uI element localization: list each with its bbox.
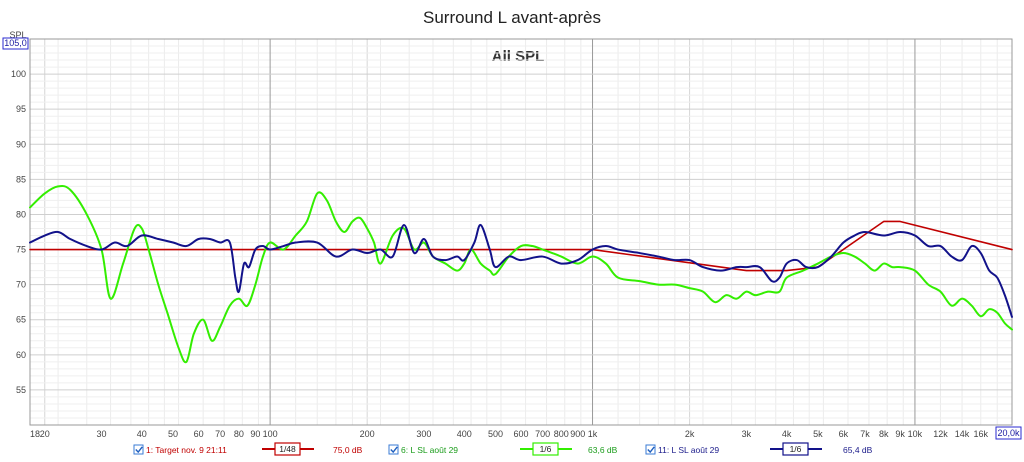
- chart-subtitle: All SPL: [492, 48, 545, 65]
- legend-smoothing-label: 1/6: [540, 444, 552, 454]
- x-tick-label: 30: [97, 429, 107, 439]
- y-tick-label: 80: [16, 209, 26, 219]
- x-tick-label: 4k: [782, 429, 792, 439]
- minor-grid: [29, 39, 1013, 425]
- x-tick-label: 10k: [908, 429, 923, 439]
- x-tick-label: 300: [416, 429, 431, 439]
- legend: 1: Target nov. 9 21:11 1/48 75,0 dB 6: L SL…: [133, 442, 873, 456]
- x-tick-label: 7k: [860, 429, 870, 439]
- y-tick-label: 90: [16, 139, 26, 149]
- legend-series-name: 6: L SL août 29: [401, 445, 458, 455]
- x-tick-label: 70: [215, 429, 225, 439]
- y-tick-label: 85: [16, 174, 26, 184]
- legend-smoothing-box: [782, 442, 809, 456]
- x-tick-label: 100: [263, 429, 278, 439]
- y-tick-label: 60: [16, 350, 26, 360]
- x-tick-label: 14k: [955, 429, 970, 439]
- x-tick-label: 16k: [973, 429, 988, 439]
- legend-level: 63,6 dB: [588, 445, 618, 455]
- legend-smoothing-box: [274, 442, 301, 456]
- legend-check-icon: [390, 446, 398, 454]
- x-tick-label: 2k: [685, 429, 695, 439]
- x-tick-label: 60: [194, 429, 204, 439]
- x-tick-label: 200: [360, 429, 375, 439]
- x-tick-label: 900: [570, 429, 585, 439]
- x-tick-label: 50: [168, 429, 178, 439]
- y-tick-labels: 55 60 65 70 75 80 85 90 95 100: [11, 69, 26, 395]
- x-end-box-frame: [995, 426, 1022, 440]
- legend-series-name: 11: L SL août 29: [658, 445, 719, 455]
- series-group: [29, 185, 1013, 364]
- x-end-box[interactable]: 20,0k: [995, 426, 1022, 440]
- x-tick-label: 6k: [839, 429, 849, 439]
- chart-title: Surround L avant-après: [423, 8, 601, 27]
- x-tick-label: 8k: [879, 429, 889, 439]
- series-line-2: [29, 185, 1013, 364]
- legend-series-name: 1: Target nov. 9 21:11: [146, 445, 227, 455]
- x-tick-label: 700: [535, 429, 550, 439]
- y-top-value: 105,0: [4, 38, 27, 48]
- x-tick-labels: 18 20 30 40 50 60 70 80 90 100 200 300 400 500 600 700 8…: [30, 429, 989, 439]
- y-tick-label: 95: [16, 104, 26, 114]
- legend-checkbox: [645, 444, 656, 455]
- y-tick-label: 70: [16, 280, 26, 290]
- legend-level: 75,0 dB: [333, 445, 363, 455]
- x-tick-label: 400: [457, 429, 472, 439]
- x-tick-label: 9k: [895, 429, 905, 439]
- legend-smoothing-box: [532, 442, 559, 456]
- legend-checkbox: [388, 444, 399, 455]
- x-tick-label: 600: [513, 429, 528, 439]
- y-tick-label: 55: [16, 385, 26, 395]
- x-end-value: 20,0k: [997, 428, 1020, 438]
- legend-level: 65,4 dB: [843, 445, 873, 455]
- x-tick-label: 3k: [742, 429, 752, 439]
- x-tick-label: 40: [137, 429, 147, 439]
- y-top-box[interactable]: 105,0: [2, 37, 29, 50]
- y-tick-label: 65: [16, 315, 26, 325]
- y-tick-label: 100: [11, 69, 26, 79]
- x-tick-label: 90: [250, 429, 260, 439]
- legend-check-icon: [135, 446, 143, 454]
- y-axis-label: SPL: [9, 30, 26, 40]
- legend-smoothing-label: 1/48: [279, 444, 296, 454]
- series-line-3: [29, 223, 1013, 318]
- y-tick-label: 75: [16, 245, 26, 255]
- plot-frame: [29, 38, 1013, 426]
- x-tick-label: 20: [40, 429, 50, 439]
- x-tick-label: 5k: [813, 429, 823, 439]
- x-tick-label: 800: [554, 429, 569, 439]
- legend-checkbox: [133, 444, 144, 455]
- x-tick-label: 500: [488, 429, 503, 439]
- legend-smoothing-label: 1/6: [790, 444, 802, 454]
- legend-check-icon: [647, 446, 655, 454]
- x-tick-label: 12k: [933, 429, 948, 439]
- series-line-1: [29, 220, 1013, 272]
- x-tick-label: 80: [234, 429, 244, 439]
- x-tick-label: 18: [30, 429, 40, 439]
- x-tick-label: 1k: [588, 429, 598, 439]
- y-top-box-frame: [2, 37, 29, 50]
